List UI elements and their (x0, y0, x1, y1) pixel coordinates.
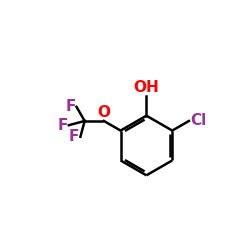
Text: O: O (98, 105, 110, 120)
Text: F: F (69, 129, 80, 144)
Text: F: F (65, 99, 76, 114)
Text: Cl: Cl (190, 114, 206, 128)
Text: F: F (58, 118, 68, 133)
Text: OH: OH (134, 80, 159, 96)
